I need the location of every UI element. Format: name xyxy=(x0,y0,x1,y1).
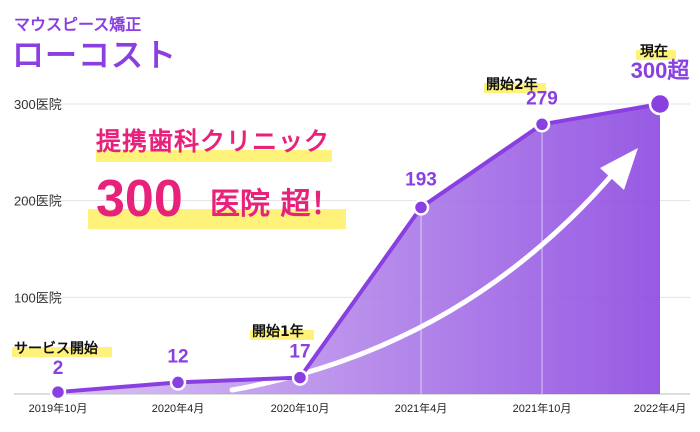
trend-arrowhead-icon xyxy=(600,148,638,190)
highlight-current xyxy=(636,50,676,60)
y-tick-label-3: 300医院 xyxy=(14,97,62,112)
data-label-5: 279 xyxy=(526,88,558,109)
data-label-4: 193 xyxy=(405,169,437,190)
milestone-service-start: サービス開始 xyxy=(14,340,98,357)
x-tick-label-2: 2020年4月 xyxy=(152,401,205,415)
series-line xyxy=(57,102,661,395)
line-layer xyxy=(57,102,661,395)
headline-suffix: 医院 超！ xyxy=(210,187,340,222)
milestone-year2: 開始2年 xyxy=(486,76,538,93)
data-point-5 xyxy=(533,116,551,133)
area-fill xyxy=(58,104,660,394)
data-label-1: 2 xyxy=(53,358,64,379)
headline-highlight-2 xyxy=(88,209,346,229)
headline-number: 300 xyxy=(96,170,183,228)
milestone-year1: 開始1年 xyxy=(252,323,304,340)
data-label-2: 12 xyxy=(167,346,188,367)
area-layer xyxy=(58,104,660,394)
highlight-service-start xyxy=(12,347,112,357)
data-label-layer: 2 12 17 193 279 300超 xyxy=(53,58,691,379)
x-tick-label-5: 2021年10月 xyxy=(513,401,572,415)
data-label-3: 17 xyxy=(289,342,310,363)
brand-title-top: マウスピース矯正 xyxy=(14,15,141,34)
x-tick-label-3: 2020年10月 xyxy=(271,401,330,415)
data-point-1 xyxy=(49,383,67,401)
y-tick-layer: 100医院 200医院 300医院 xyxy=(14,97,62,305)
data-point-6 xyxy=(648,92,672,116)
data-label-6: 300超 xyxy=(631,58,691,83)
x-tick-layer: 2019年10月 2020年4月 2020年10月 2021年4月 2021年10月 20… xyxy=(29,401,687,415)
headline-highlight-1 xyxy=(96,150,332,162)
headline-line1: 提携歯科クリニック xyxy=(96,127,330,156)
y-tick-label-1: 100医院 xyxy=(14,290,62,305)
point-layer xyxy=(49,92,672,401)
x-tick-label-1: 2019年10月 xyxy=(29,401,88,415)
y-tick-label-2: 200医院 xyxy=(14,194,62,209)
data-point-4 xyxy=(412,199,430,216)
highlight-year2 xyxy=(484,83,546,93)
brand-title-main: ローコスト xyxy=(12,36,177,74)
milestone-current: 現在 xyxy=(640,43,668,60)
vertical-line-layer xyxy=(420,124,543,394)
data-point-2 xyxy=(169,374,187,391)
x-tick-label-4: 2021年4月 xyxy=(395,401,448,415)
x-tick-label-6: 2022年4月 xyxy=(634,401,687,415)
data-point-3 xyxy=(291,369,309,386)
highlight-year1 xyxy=(250,330,314,340)
